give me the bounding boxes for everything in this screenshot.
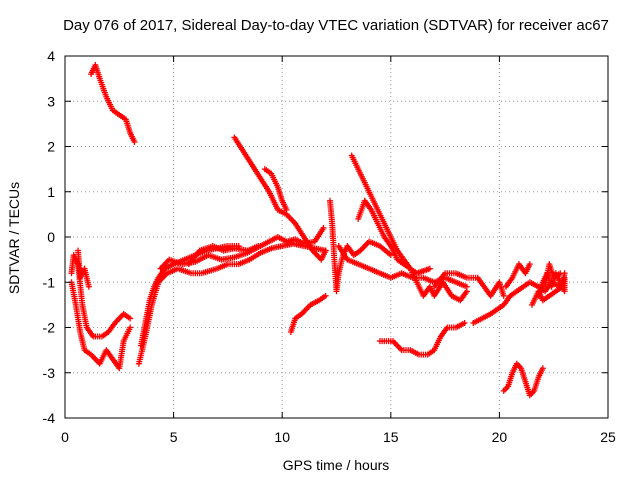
x-axis-label: GPS time / hours [283,457,390,473]
grid [65,56,608,418]
series-arc-1 [68,252,134,340]
series-arc-4 [88,62,138,145]
y-tick-label: -4 [43,410,56,426]
series-arc-13 [335,243,470,290]
data-point [557,270,564,277]
series-arc-20 [500,360,546,399]
data-point [131,138,138,145]
data-point [127,315,134,322]
chart-title: Day 076 of 2017, Sidereal Day-to-day VTE… [63,17,609,34]
y-tick-label: -3 [43,365,56,381]
x-tick-label: 10 [274,429,290,445]
data-point [461,319,468,326]
series-arc-12 [326,197,394,295]
series-arc-16 [376,319,468,358]
data-point [85,283,92,290]
y-tick-label: 1 [47,184,55,200]
data-point [255,243,262,250]
series-arc-23 [542,261,564,290]
y-tick-label: 4 [47,48,55,64]
series-arc-17 [431,270,507,299]
data-point [320,224,327,231]
series-arc-3 [75,247,92,290]
data-point [539,365,546,372]
y-tick-label: 3 [47,93,55,109]
data-point [526,261,533,268]
axis-ticks: 0 5 10 15 20 25 -4 -3 -2 -1 0 1 2 3 4 [43,48,616,445]
x-tick-label: 25 [600,429,616,445]
series-arc-15 [355,197,433,277]
data-point [322,292,329,299]
x-tick-label: 5 [170,429,178,445]
x-tick-label: 0 [61,429,69,445]
data-point [426,265,433,272]
data-point [463,288,470,295]
series-arc-9 [231,134,329,263]
series-arc-14 [348,152,470,304]
series-arc-10 [261,166,290,213]
data-point [500,292,507,299]
plot-frame [64,55,609,419]
y-axis-label: SDTVAR / TECUs [6,182,22,294]
data-point [127,324,134,331]
data-point [283,206,290,213]
series-arc-22 [528,270,568,308]
y-tick-label: 0 [47,229,55,245]
data-point [322,247,329,254]
x-tick-label: 15 [383,429,399,445]
y-tick-label: -1 [43,274,56,290]
series-arc-2 [68,279,134,372]
x-tick-label: 20 [492,429,508,445]
series-arc-11 [287,292,329,336]
y-tick-label: 2 [47,139,55,155]
y-tick-label: -2 [43,320,56,336]
series-arc-19 [502,261,533,290]
series-arc-8 [185,243,262,268]
data-marks [68,62,568,399]
